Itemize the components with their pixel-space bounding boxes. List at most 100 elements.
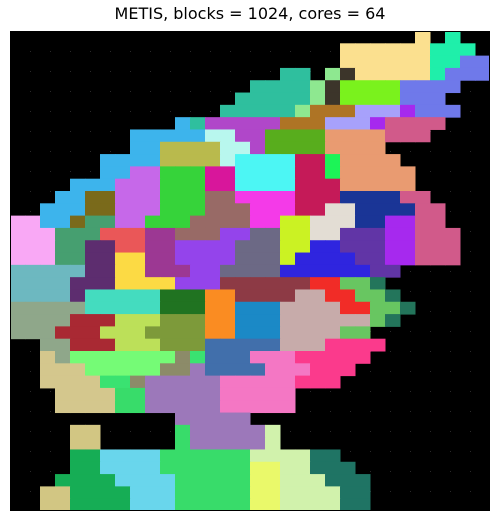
block-cell	[85, 289, 101, 303]
block-cell	[190, 117, 206, 130]
block-cell	[355, 301, 371, 315]
block-cell	[250, 326, 266, 340]
block-cell	[445, 80, 461, 94]
block-cell	[295, 301, 311, 315]
block-cell	[415, 191, 431, 204]
block-cell	[370, 227, 386, 241]
block-cell	[85, 498, 101, 511]
block-cell	[280, 314, 296, 327]
block-cell	[265, 338, 281, 352]
block-cell	[355, 141, 371, 155]
block-cell	[265, 154, 281, 167]
block-cell	[250, 424, 266, 438]
block-cell	[415, 43, 431, 57]
block-cell	[280, 351, 296, 364]
plot-frame	[10, 31, 490, 511]
block-cell	[190, 141, 206, 155]
block-cell	[205, 141, 221, 155]
block-cell	[370, 178, 386, 192]
block-cell	[340, 92, 356, 106]
block-cell	[55, 289, 71, 303]
block-cell	[235, 166, 251, 180]
block-cell	[85, 486, 101, 500]
block-cell	[340, 252, 356, 266]
block-cell	[85, 375, 101, 389]
block-cell	[85, 424, 101, 438]
block-cell	[250, 363, 266, 377]
block-cell	[370, 166, 386, 180]
block-cell	[475, 55, 490, 69]
block-cell	[175, 227, 191, 241]
block-cell	[175, 387, 191, 401]
block-cell	[370, 67, 386, 81]
block-cell	[250, 240, 266, 254]
block-cell	[190, 203, 206, 217]
block-cell	[175, 498, 191, 511]
block-cell	[130, 449, 146, 463]
block-cell	[310, 227, 326, 241]
block-cell	[235, 264, 251, 278]
block-cell	[265, 166, 281, 180]
block-cell	[355, 264, 371, 278]
block-cell	[190, 129, 206, 143]
block-cell	[100, 449, 116, 463]
block-cell	[190, 314, 206, 327]
block-cell	[310, 240, 326, 254]
block-cell	[25, 240, 41, 254]
block-cell	[160, 351, 176, 364]
block-cell	[340, 129, 356, 143]
block-cell	[430, 80, 446, 94]
block-cell	[100, 240, 116, 254]
block-cell	[325, 104, 341, 118]
block-cell	[235, 252, 251, 266]
block-cell	[355, 215, 371, 229]
block-cell	[205, 289, 221, 303]
block-cell	[100, 387, 116, 401]
block-cell	[205, 412, 221, 426]
block-cell	[370, 55, 386, 69]
block-cell	[220, 252, 236, 266]
block-cell	[295, 498, 311, 511]
block-cell	[130, 289, 146, 303]
block-cell	[70, 498, 86, 511]
block-cell	[190, 264, 206, 278]
block-cell	[100, 289, 116, 303]
block-cell	[265, 400, 281, 414]
block-cell	[355, 104, 371, 118]
block-cell	[250, 498, 266, 511]
block-cell	[295, 129, 311, 143]
block-cell	[85, 400, 101, 414]
block-cell	[235, 461, 251, 475]
block-cell	[265, 92, 281, 106]
block-cell	[160, 215, 176, 229]
block-cell	[220, 449, 236, 463]
block-cell	[220, 129, 236, 143]
block-cell	[220, 375, 236, 389]
block-cell	[190, 277, 206, 290]
block-cell	[160, 240, 176, 254]
block-cell	[235, 314, 251, 327]
block-cell	[145, 498, 161, 511]
block-cell	[220, 301, 236, 315]
block-cell	[250, 351, 266, 364]
block-cell	[55, 387, 71, 401]
block-cell	[415, 203, 431, 217]
block-cell	[235, 191, 251, 204]
block-cell	[280, 154, 296, 167]
block-cell	[265, 424, 281, 438]
block-cell	[325, 449, 341, 463]
block-cell	[220, 351, 236, 364]
block-cell	[430, 227, 446, 241]
block-cell	[310, 301, 326, 315]
block-cell	[280, 486, 296, 500]
block-cell	[145, 375, 161, 389]
block-cell	[175, 289, 191, 303]
block-cell	[370, 252, 386, 266]
block-cell	[70, 289, 86, 303]
block-cell	[325, 486, 341, 500]
block-cell	[130, 227, 146, 241]
block-cell	[145, 461, 161, 475]
block-cell	[430, 67, 446, 81]
block-cell	[295, 363, 311, 377]
block-cell	[70, 437, 86, 450]
